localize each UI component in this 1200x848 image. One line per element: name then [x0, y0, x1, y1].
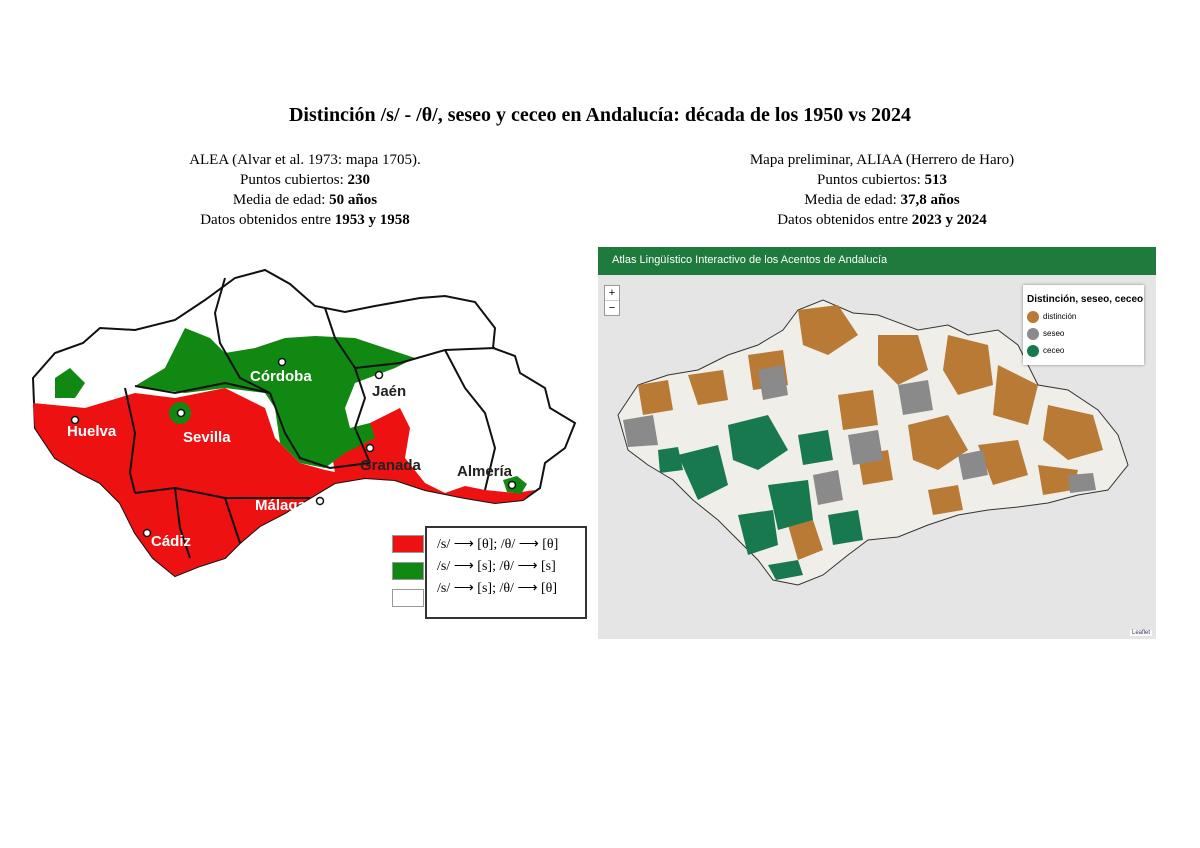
- distincion-dot-icon: [1027, 310, 1039, 323]
- aliaa-map-panel: Atlas Lingüístico Interactivo de los Ace…: [598, 247, 1156, 639]
- legend-label-green: /s/ ⟶ [s]; /θ/ ⟶ [s]: [437, 559, 556, 574]
- city-label-cadiz: Cádiz: [151, 533, 191, 550]
- atlas-header: Atlas Lingüístico Interactivo de los Ace…: [598, 247, 1156, 275]
- city-label-jaen: Jaén: [372, 383, 406, 400]
- right-age: Media de edad: 37,8 años: [804, 192, 960, 208]
- alea-legend: /s/ ⟶ [θ]; /θ/ ⟶ [θ] /s/ ⟶ [s]; /θ/ ⟶ [s…: [425, 526, 587, 619]
- zoom-control: + −: [604, 285, 620, 316]
- city-label-granada: Granada: [360, 457, 422, 474]
- city-label-cordoba: Córdoba: [250, 368, 312, 385]
- zoom-out-button[interactable]: −: [608, 302, 616, 314]
- zoom-in-button[interactable]: +: [605, 286, 619, 301]
- ceceo-dot-icon: [1027, 344, 1039, 357]
- left-age: Media de edad: 50 años: [232, 192, 378, 208]
- red-region-east: [330, 408, 535, 503]
- legend-swatch-white: [392, 589, 424, 607]
- alea-legend-swatches: [388, 530, 426, 616]
- city-label-sevilla: Sevilla: [183, 429, 231, 446]
- aliaa-map[interactable]: [598, 275, 1156, 639]
- distincion-patches: [638, 305, 1103, 560]
- right-caption: Mapa preliminar, ALIAA (Herrero de Haro)…: [672, 150, 1092, 230]
- green-region-cordoba: [135, 328, 415, 468]
- aliaa-legend-item-distincion: distinción: [1027, 310, 1144, 323]
- right-points: Puntos cubiertos: 513: [817, 172, 947, 188]
- left-source: ALEA (Alvar et al. 1973: mapa 1705).: [189, 152, 421, 168]
- atlas-header-title: Atlas Lingüístico Interactivo de los Ace…: [612, 254, 888, 266]
- aliaa-legend-title: Distinción, seseo, ceceo: [1027, 294, 1144, 305]
- aliaa-legend-item-seseo: seseo: [1027, 327, 1144, 340]
- city-label-almeria: Almería: [457, 463, 513, 480]
- legend-swatch-red: [392, 535, 424, 553]
- aliaa-legend-item-ceceo: ceceo: [1027, 344, 1144, 357]
- left-caption: ALEA (Alvar et al. 1973: mapa 1705). Pun…: [95, 150, 515, 230]
- left-dates: Datos obtenidos entre 1953 y 1958: [200, 212, 410, 228]
- right-source: Mapa preliminar, ALIAA (Herrero de Haro): [749, 152, 1015, 168]
- alea-map: Huelva Sevilla Córdoba Jaén Granada Alme…: [31, 268, 577, 578]
- legend-label-red: /s/ ⟶ [θ]; /θ/ ⟶ [θ]: [437, 537, 559, 552]
- legend-label-white: /s/ ⟶ [s]; /θ/ ⟶ [θ]: [437, 581, 558, 596]
- ceceo-patches: [658, 415, 863, 580]
- seseo-dot-icon: [1027, 327, 1039, 340]
- figure-title: Distinción /s/ - /θ/, seseo y ceceo en A…: [288, 104, 912, 126]
- city-label-malaga: Málaga: [255, 497, 307, 514]
- legend-swatch-green: [392, 562, 424, 580]
- red-region-west: [33, 388, 365, 576]
- left-points: Puntos cubiertos: 230: [240, 172, 370, 188]
- right-dates: Datos obtenidos entre 2023 y 2024: [777, 212, 987, 228]
- aliaa-legend: Distinción, seseo, ceceo distinción sese…: [1023, 285, 1144, 365]
- green-region-center: [55, 368, 85, 398]
- leaflet-attribution-link[interactable]: Leaflet: [1129, 630, 1152, 636]
- seseo-patches: [623, 365, 1096, 505]
- city-label-huelva: Huelva: [67, 423, 117, 440]
